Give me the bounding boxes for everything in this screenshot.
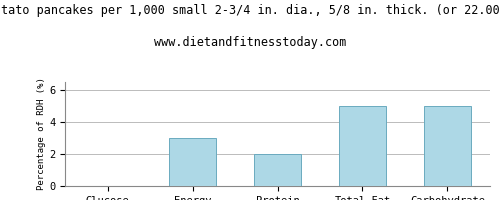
Y-axis label: Percentage of RDH (%): Percentage of RDH (%) xyxy=(37,78,46,190)
Bar xyxy=(339,106,386,186)
Text: www.dietandfitnesstoday.com: www.dietandfitnesstoday.com xyxy=(154,36,346,49)
Bar xyxy=(169,138,216,186)
Bar xyxy=(424,106,470,186)
Text: tato pancakes per 1,000 small 2-3/4 in. dia., 5/8 in. thick. (or 22.00: tato pancakes per 1,000 small 2-3/4 in. … xyxy=(0,4,500,17)
Bar xyxy=(254,154,301,186)
